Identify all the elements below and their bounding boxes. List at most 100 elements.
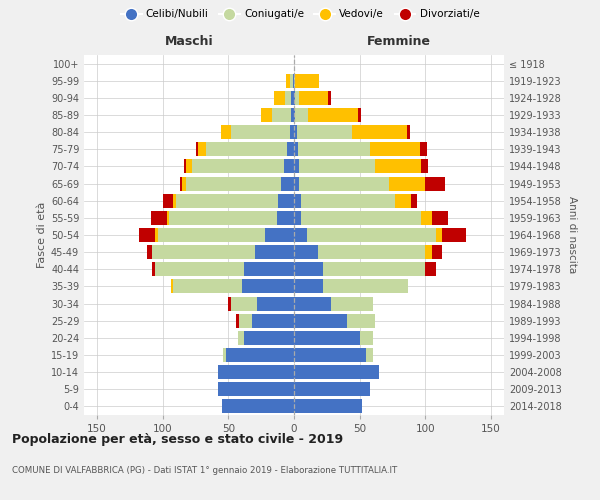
Bar: [442, 228, 466, 242]
Y-axis label: Fasce di età: Fasce di età: [37, 202, 47, 268]
Bar: [294, 108, 295, 122]
Bar: [294, 296, 331, 310]
Bar: [236, 314, 239, 328]
Bar: [296, 125, 352, 139]
Bar: [167, 211, 169, 225]
Legend: Celibi/Nubili, Coniugati/e, Vedovi/e, Divorziati/e: Celibi/Nubili, Coniugati/e, Vedovi/e, Di…: [116, 5, 484, 24]
Bar: [294, 91, 295, 105]
Bar: [187, 176, 281, 190]
Bar: [294, 348, 366, 362]
Bar: [294, 74, 295, 88]
Bar: [222, 400, 294, 413]
Bar: [389, 176, 425, 190]
Bar: [420, 142, 427, 156]
Bar: [157, 228, 265, 242]
Bar: [292, 108, 294, 122]
Bar: [139, 228, 155, 242]
Bar: [169, 211, 277, 225]
Bar: [432, 211, 448, 225]
Bar: [272, 108, 292, 122]
Bar: [328, 91, 331, 105]
Bar: [187, 160, 191, 173]
Y-axis label: Anni di nascita: Anni di nascita: [567, 196, 577, 274]
Bar: [155, 228, 157, 242]
Bar: [198, 142, 206, 156]
Bar: [252, 314, 294, 328]
Bar: [294, 245, 317, 259]
Bar: [180, 176, 182, 190]
Bar: [284, 160, 294, 173]
Bar: [294, 176, 299, 190]
Bar: [173, 280, 241, 293]
Bar: [184, 160, 187, 173]
Bar: [308, 108, 358, 122]
Bar: [293, 74, 294, 88]
Bar: [261, 108, 272, 122]
Bar: [294, 365, 379, 379]
Bar: [294, 331, 359, 345]
Text: Popolazione per età, sesso e stato civile - 2019: Popolazione per età, sesso e stato civil…: [12, 432, 343, 446]
Bar: [359, 331, 373, 345]
Bar: [176, 194, 278, 207]
Text: COMUNE DI VALFABBRICA (PG) - Dati ISTAT 1° gennaio 2019 - Elaborazione TUTTITALI: COMUNE DI VALFABBRICA (PG) - Dati ISTAT …: [12, 466, 397, 475]
Bar: [287, 142, 294, 156]
Bar: [294, 160, 299, 173]
Bar: [301, 194, 395, 207]
Bar: [286, 74, 290, 88]
Bar: [298, 142, 370, 156]
Bar: [290, 125, 294, 139]
Bar: [294, 228, 307, 242]
Bar: [173, 194, 176, 207]
Bar: [239, 314, 252, 328]
Bar: [347, 314, 376, 328]
Bar: [244, 262, 294, 276]
Bar: [292, 91, 294, 105]
Bar: [352, 125, 407, 139]
Bar: [238, 331, 244, 345]
Bar: [285, 91, 292, 105]
Bar: [317, 245, 425, 259]
Bar: [206, 142, 287, 156]
Bar: [376, 160, 421, 173]
Bar: [229, 296, 231, 310]
Bar: [323, 262, 425, 276]
Bar: [425, 176, 445, 190]
Bar: [331, 296, 373, 310]
Bar: [281, 176, 294, 190]
Bar: [411, 194, 418, 207]
Bar: [301, 211, 421, 225]
Bar: [182, 176, 187, 190]
Bar: [307, 228, 436, 242]
Bar: [366, 348, 373, 362]
Bar: [278, 194, 294, 207]
Bar: [191, 160, 284, 173]
Bar: [221, 125, 231, 139]
Bar: [294, 194, 301, 207]
Text: Femmine: Femmine: [367, 35, 431, 48]
Bar: [436, 228, 442, 242]
Bar: [425, 245, 432, 259]
Bar: [421, 160, 428, 173]
Bar: [223, 348, 226, 362]
Bar: [295, 108, 308, 122]
Bar: [407, 125, 409, 139]
Bar: [294, 382, 370, 396]
Bar: [277, 211, 294, 225]
Bar: [254, 245, 294, 259]
Bar: [294, 142, 298, 156]
Bar: [294, 314, 347, 328]
Bar: [265, 228, 294, 242]
Bar: [163, 194, 173, 207]
Bar: [152, 262, 155, 276]
Bar: [323, 280, 408, 293]
Bar: [231, 125, 290, 139]
Bar: [290, 74, 293, 88]
Bar: [294, 125, 296, 139]
Bar: [299, 176, 389, 190]
Bar: [155, 262, 244, 276]
Bar: [244, 331, 294, 345]
Bar: [152, 245, 254, 259]
Text: Maschi: Maschi: [164, 35, 214, 48]
Bar: [226, 348, 294, 362]
Bar: [241, 280, 294, 293]
